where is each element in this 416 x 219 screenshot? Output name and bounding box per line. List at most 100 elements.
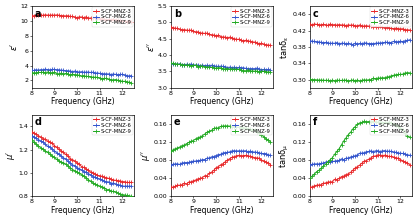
S-CF-MNZ-9 <box>34 71 39 74</box>
S-CF-MNZ-3 <box>266 44 271 46</box>
S-CF-MNZ-6 <box>86 172 91 175</box>
S-CF-MNZ-6 <box>337 42 342 45</box>
S-CF-MNZ-6 <box>70 70 75 73</box>
S-CF-MNZ-3 <box>357 164 362 166</box>
S-CF-MNZ-9 <box>384 122 389 124</box>
S-CF-MNZ-9 <box>173 62 178 65</box>
S-CF-MNZ-3 <box>109 18 114 21</box>
S-CF-MNZ-3 <box>43 13 48 16</box>
S-CF-MNZ-6 <box>111 73 116 75</box>
S-CF-MNZ-6 <box>115 183 120 186</box>
S-CF-MNZ-9 <box>312 173 317 176</box>
S-CF-MNZ-3 <box>180 28 185 31</box>
S-CF-MNZ-6 <box>348 43 353 45</box>
S-CF-MNZ-9 <box>266 139 271 141</box>
S-CF-MNZ-3 <box>202 175 207 177</box>
S-CF-MNZ-9 <box>403 131 408 134</box>
S-CF-MNZ-6 <box>29 135 34 137</box>
S-CF-MNZ-9 <box>102 77 107 80</box>
S-CF-MNZ-3 <box>220 162 225 165</box>
S-CF-MNZ-6 <box>234 150 239 152</box>
S-CF-MNZ-6 <box>186 63 191 66</box>
S-CF-MNZ-3 <box>168 26 173 28</box>
S-CF-MNZ-6 <box>29 69 34 72</box>
S-CF-MNZ-6 <box>266 154 271 156</box>
S-CF-MNZ-3 <box>40 137 45 140</box>
S-CF-MNZ-9 <box>122 194 127 196</box>
S-CF-MNZ-6 <box>261 68 266 71</box>
S-CF-MNZ-3 <box>255 157 260 159</box>
S-CF-MNZ-3 <box>59 149 64 152</box>
Legend: S-CF-MNZ-3, S-CF-MNZ-6, S-CF-MNZ-9: S-CF-MNZ-3, S-CF-MNZ-6, S-CF-MNZ-9 <box>231 116 272 135</box>
S-CF-MNZ-3 <box>391 156 396 159</box>
S-CF-MNZ-9 <box>175 147 180 149</box>
S-CF-MNZ-9 <box>211 66 216 69</box>
S-CF-MNZ-9 <box>56 159 61 162</box>
S-CF-MNZ-9 <box>316 169 321 172</box>
S-CF-MNZ-6 <box>394 41 399 43</box>
S-CF-MNZ-6 <box>70 164 75 166</box>
S-CF-MNZ-3 <box>168 186 173 188</box>
S-CF-MNZ-6 <box>236 66 241 69</box>
S-CF-MNZ-6 <box>65 69 70 72</box>
S-CF-MNZ-6 <box>323 161 328 163</box>
S-CF-MNZ-9 <box>314 79 319 81</box>
S-CF-MNZ-3 <box>337 23 342 26</box>
S-CF-MNZ-3 <box>38 136 43 138</box>
Y-axis label: $\rm{tan}\delta_{\mu}$: $\rm{tan}\delta_{\mu}$ <box>278 143 292 168</box>
S-CF-MNZ-3 <box>213 166 218 169</box>
S-CF-MNZ-6 <box>81 170 86 173</box>
S-CF-MNZ-3 <box>389 155 394 158</box>
S-CF-MNZ-9 <box>400 73 405 76</box>
S-CF-MNZ-3 <box>398 28 403 30</box>
S-CF-MNZ-3 <box>52 144 57 147</box>
S-CF-MNZ-6 <box>334 159 339 162</box>
S-CF-MNZ-3 <box>72 160 77 162</box>
Line: S-CF-MNZ-3: S-CF-MNZ-3 <box>169 154 272 189</box>
S-CF-MNZ-6 <box>216 153 221 156</box>
Line: S-CF-MNZ-6: S-CF-MNZ-6 <box>169 149 272 166</box>
S-CF-MNZ-9 <box>255 131 260 134</box>
S-CF-MNZ-3 <box>330 180 335 183</box>
S-CF-MNZ-3 <box>184 183 189 185</box>
S-CF-MNZ-3 <box>175 27 180 30</box>
S-CF-MNZ-3 <box>65 155 70 157</box>
S-CF-MNZ-3 <box>126 19 131 22</box>
Text: e: e <box>174 117 181 127</box>
S-CF-MNZ-6 <box>198 64 203 67</box>
S-CF-MNZ-6 <box>74 70 79 73</box>
S-CF-MNZ-9 <box>171 62 176 65</box>
Legend: S-CF-MNZ-3, S-CF-MNZ-6, S-CF-MNZ-9: S-CF-MNZ-3, S-CF-MNZ-6, S-CF-MNZ-9 <box>92 116 133 135</box>
S-CF-MNZ-9 <box>97 77 102 79</box>
S-CF-MNZ-3 <box>369 25 374 27</box>
S-CF-MNZ-9 <box>382 76 387 79</box>
S-CF-MNZ-9 <box>61 73 66 76</box>
S-CF-MNZ-3 <box>373 155 378 157</box>
S-CF-MNZ-9 <box>339 143 344 146</box>
S-CF-MNZ-3 <box>86 169 91 172</box>
S-CF-MNZ-6 <box>61 157 66 159</box>
S-CF-MNZ-3 <box>386 26 391 29</box>
S-CF-MNZ-3 <box>407 163 412 166</box>
S-CF-MNZ-6 <box>369 42 374 45</box>
S-CF-MNZ-3 <box>238 155 243 157</box>
S-CF-MNZ-6 <box>115 74 120 76</box>
S-CF-MNZ-3 <box>45 14 50 16</box>
S-CF-MNZ-3 <box>230 37 235 39</box>
S-CF-MNZ-6 <box>312 40 317 43</box>
S-CF-MNZ-3 <box>50 14 54 16</box>
S-CF-MNZ-9 <box>400 129 405 132</box>
S-CF-MNZ-3 <box>261 43 266 46</box>
S-CF-MNZ-9 <box>371 77 376 80</box>
S-CF-MNZ-9 <box>344 136 349 139</box>
S-CF-MNZ-9 <box>84 176 89 179</box>
S-CF-MNZ-9 <box>382 121 387 124</box>
S-CF-MNZ-6 <box>205 157 210 160</box>
S-CF-MNZ-9 <box>407 72 412 74</box>
S-CF-MNZ-9 <box>263 71 268 73</box>
S-CF-MNZ-9 <box>106 188 111 191</box>
S-CF-MNZ-3 <box>200 176 205 179</box>
S-CF-MNZ-9 <box>232 125 237 128</box>
S-CF-MNZ-3 <box>77 162 82 165</box>
S-CF-MNZ-6 <box>72 164 77 167</box>
